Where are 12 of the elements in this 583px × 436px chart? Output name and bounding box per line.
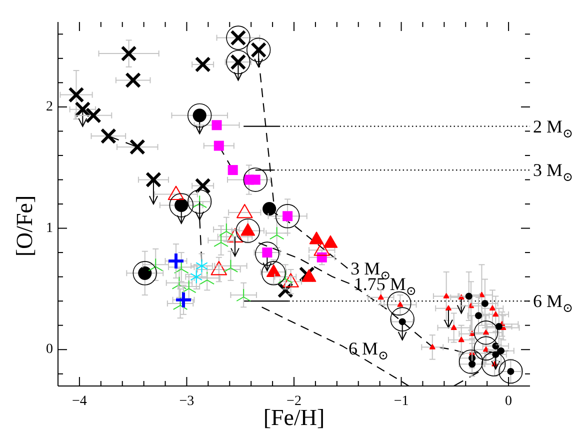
y-tick-label: 2 — [46, 99, 53, 114]
annotation: 2 M$_{⊙}$ — [533, 116, 574, 140]
x-tick-label: −3 — [179, 394, 194, 409]
annotation: 6 M$_{⊙}$ — [533, 291, 574, 316]
y-tick-label: 0 — [46, 342, 53, 358]
annotation: 6 M$_{⊙}$ — [348, 338, 389, 362]
y-axis-title: [O/Fe] — [12, 195, 38, 257]
x-tick-label: 0 — [505, 394, 512, 409]
x-tick-label: −4 — [72, 394, 87, 409]
annotation: 3 M$_{⊙}$ — [533, 160, 574, 184]
x-tick-label: −1 — [394, 394, 409, 409]
y-tick-label: 1 — [46, 220, 53, 236]
